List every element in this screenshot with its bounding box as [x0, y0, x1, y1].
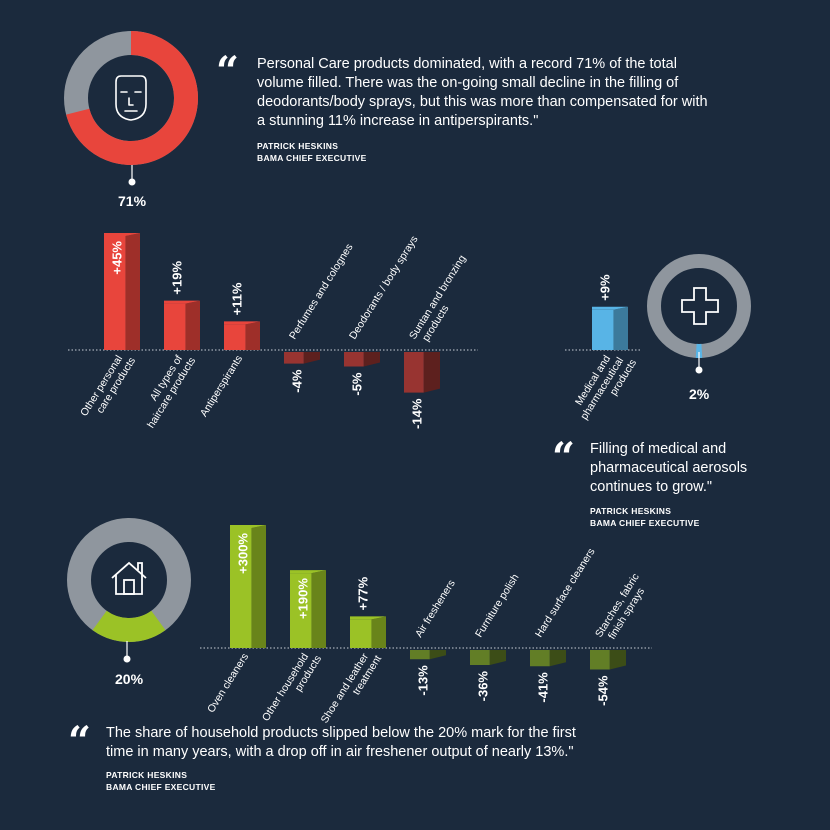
personal-bar-5-front [344, 352, 364, 367]
household-bar-5-front [470, 650, 490, 665]
household-bar-1-top [230, 525, 266, 528]
personal-bar-6-value-label: -14% [410, 398, 425, 429]
personal-bar-1-side [125, 233, 140, 350]
personal-bar-1-value-label: +45% [110, 241, 125, 275]
personal-bar-2-side [185, 300, 200, 350]
household-bar-3-side [371, 616, 386, 648]
personal-care-donut [64, 31, 198, 165]
personal-bar-6-front [404, 352, 424, 393]
household-bar-2-front [290, 573, 312, 648]
personal-bar-6-side [423, 352, 440, 393]
household-bar-2-value-label: +190% [296, 578, 311, 619]
house-icon [111, 561, 147, 595]
face-icon [115, 75, 147, 121]
medical-bar-1-front [592, 309, 614, 350]
household-bar-5-value-label: -36% [476, 671, 491, 702]
household-bar-6-front [530, 650, 550, 667]
household-bar-6-value-label: -41% [536, 672, 551, 703]
personal-bar-2-front [164, 303, 186, 350]
household-quote: The share of household products slipped … [106, 725, 576, 760]
household-bar-5-side [489, 650, 506, 665]
quote-mark-icon: “ [68, 718, 91, 765]
personal-bar-1-front [104, 236, 126, 350]
household-bar-4-category-label: Air fresheners [413, 578, 458, 640]
household-share-arc [92, 610, 166, 642]
personal-bar-3-category-label: Antiperspirants [198, 353, 245, 419]
household-bar-2-top [290, 570, 326, 574]
household-bar-4-side [429, 650, 446, 660]
medical-donut [647, 254, 751, 358]
personal-attribution-title: BAMA CHIEF EXECUTIVE [257, 153, 367, 163]
personal-bar-4-side [303, 352, 320, 364]
household-bar-6-side [549, 650, 566, 667]
personal-share-label: 71% [118, 193, 147, 209]
personal-bar-3-top [224, 321, 260, 325]
personal-bar-4-value-label: -4% [290, 369, 305, 393]
quote-mark-icon: “ [216, 48, 239, 95]
medical-share-label: 2% [689, 386, 710, 402]
household-bar-7-front [590, 650, 610, 670]
medical-share-pointer-dot [695, 366, 703, 374]
personal-bar-1-top [104, 233, 140, 236]
quote-mark-icon: “ [552, 434, 575, 481]
personal-bar-2-value-label: +19% [170, 261, 185, 295]
household-share-label: 20% [115, 671, 144, 687]
household-donut [67, 518, 191, 642]
household-bar-chart: +300%Oven cleaners+190%Other householdpr… [205, 525, 647, 725]
household-bar-7-side [609, 650, 626, 670]
household-bar-2-side [311, 570, 326, 648]
personal-bar-5-side [363, 352, 380, 367]
personal-bar-3-value-label: +11% [230, 282, 245, 315]
personal-share-arc [66, 31, 198, 165]
household-bar-3-value-label: +77% [356, 576, 371, 610]
medical-cross-icon [681, 287, 719, 325]
medical-attribution-title: BAMA CHIEF EXECUTIVE [590, 518, 700, 528]
household-bar-6-category-label: Hard surface cleaners [533, 546, 598, 639]
personal-bar-4-front [284, 352, 304, 364]
household-bar-7-value-label: -54% [596, 675, 611, 706]
household-bar-3-front [350, 619, 372, 648]
personal-bar-4-category-label: Perfumes and colognes [287, 242, 356, 342]
personal-bar-5-category-label: Deodorants / body sprays [347, 234, 421, 342]
medical-bar-1-value-label: +9% [598, 274, 613, 301]
personal-share-pointer-dot [128, 178, 136, 186]
medical-attribution-name: PATRICK HESKINS [590, 506, 672, 516]
personal-bar-2-top [164, 300, 200, 304]
household-bar-5-category-label: Furniture polish [473, 572, 522, 640]
household-attribution-name: PATRICK HESKINS [106, 770, 188, 780]
household-bar-1-category-label: Oven cleaners [205, 651, 251, 715]
medical-bar-1-side [613, 306, 628, 350]
medical-ring [647, 254, 751, 358]
medical-bar-1-top [592, 306, 628, 310]
personal-attribution-name: PATRICK HESKINS [257, 141, 339, 151]
household-bar-1-side [251, 525, 266, 648]
medical-quote: Filling of medical and pharmaceutical ae… [590, 441, 748, 495]
household-bar-3-top [350, 616, 386, 620]
personal-bar-5-value-label: -5% [350, 372, 365, 396]
household-attribution-title: BAMA CHIEF EXECUTIVE [106, 782, 216, 792]
personal-bar-3-side [245, 321, 260, 350]
personal-bar-3-front [224, 324, 246, 350]
household-bar-4-front [410, 650, 430, 660]
household-bar-4-value-label: -13% [416, 665, 431, 696]
household-share-pointer-dot [123, 655, 131, 663]
personal-care-quote: Personal Care products dominated, with a… [257, 56, 708, 129]
household-bar-1-value-label: +300% [236, 533, 251, 574]
household-bar-1-front [230, 528, 252, 648]
